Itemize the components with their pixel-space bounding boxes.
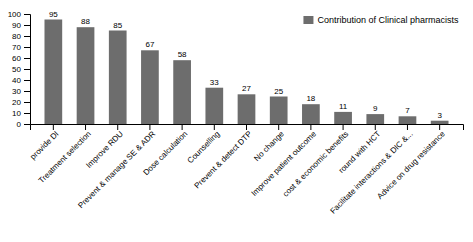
tick-label: Improve patient outcome <box>249 129 318 198</box>
tick: Counselling <box>186 124 222 165</box>
bar <box>77 27 95 124</box>
tick: cost & economic benefits <box>281 124 350 199</box>
tick-label: Prevent & detect DTP <box>193 129 254 190</box>
tick-mark <box>24 113 30 114</box>
tick-label: No change <box>252 129 286 163</box>
bar <box>205 88 223 124</box>
tick-label: cost & economic benefits <box>281 129 350 198</box>
data-label: 95 <box>49 10 58 19</box>
data-label: 9 <box>373 104 378 113</box>
tick: Improve patient outcome <box>249 124 318 198</box>
tick: 70 <box>12 43 30 52</box>
data-label: 85 <box>113 21 122 30</box>
tick-mark <box>24 25 30 26</box>
tick-mark <box>24 14 30 15</box>
data-label: 7 <box>405 106 410 115</box>
tick: 90 <box>12 21 30 30</box>
tick-label: 60 <box>12 54 21 63</box>
tick: 0 <box>17 120 30 129</box>
bar <box>109 31 127 125</box>
tick: 60 <box>12 54 30 63</box>
legend-label: Contribution of Clinical pharmacists <box>317 15 459 25</box>
tick-mark <box>24 36 30 37</box>
bar <box>141 50 159 124</box>
tick: Prevent & detect DTP <box>193 124 254 190</box>
bar <box>399 116 417 124</box>
tick-mark <box>24 47 30 48</box>
data-label: 3 <box>437 111 442 120</box>
chart: 0 10 20 30 40 50 60 70 80 90 100 provide DITreatmen… <box>0 0 473 242</box>
tick-label: 30 <box>12 87 21 96</box>
tick-mark <box>24 124 30 125</box>
tick-label: 90 <box>12 21 21 30</box>
data-label: 88 <box>81 17 90 26</box>
data-label: 11 <box>339 102 348 111</box>
tick: 80 <box>12 32 30 41</box>
bar <box>44 20 62 125</box>
data-label: 58 <box>178 50 187 59</box>
data-label: 67 <box>145 40 154 49</box>
bar <box>431 121 449 124</box>
tick-label: 100 <box>8 10 22 19</box>
plot: 0 10 20 30 40 50 60 70 80 90 100 provide DITreatmen… <box>8 10 464 216</box>
data-labels: 95 88 85 67 58 33 27 25 18 11 9 7 3 <box>49 10 443 120</box>
x-axis: provide DITreatment selectionImprove RDU… <box>28 124 463 216</box>
y-axis: 0 10 20 30 40 50 60 70 80 90 100 <box>8 10 31 129</box>
axis-line <box>24 15 31 125</box>
bar <box>334 112 352 124</box>
tick-label: 10 <box>12 109 21 118</box>
tick: No change <box>252 124 286 163</box>
tick-label: 70 <box>12 43 21 52</box>
legend-item: Contribution of Clinical pharmacists <box>303 15 459 25</box>
data-label: 18 <box>306 94 315 103</box>
tick: 50 <box>12 65 30 74</box>
tick: Dose calculation <box>141 124 189 177</box>
legend: Contribution of Clinical pharmacists <box>303 15 459 25</box>
tick-label: Dose calculation <box>141 129 189 177</box>
tick: Advice on drug resistance <box>375 124 447 201</box>
tick: 40 <box>12 76 30 85</box>
bar <box>366 114 384 124</box>
data-label: 33 <box>210 78 219 87</box>
data-label: 27 <box>242 84 251 93</box>
tick-mark <box>24 91 30 92</box>
tick-label: Advice on drug resistance <box>375 129 447 201</box>
tick-mark <box>24 102 30 103</box>
tick-label: 0 <box>17 120 22 129</box>
legend-swatch <box>303 16 313 24</box>
tick-label: 40 <box>12 76 21 85</box>
tick-mark <box>24 80 30 81</box>
tick: 10 <box>12 109 30 118</box>
tick-label: Treatment selection <box>37 129 93 185</box>
tick-mark <box>24 69 30 70</box>
bar <box>173 60 191 124</box>
data-label: 25 <box>274 87 283 96</box>
bars <box>44 20 448 125</box>
tick: 20 <box>12 98 30 107</box>
tick: Treatment selection <box>37 124 93 185</box>
tick-label: 80 <box>12 32 21 41</box>
tick: 30 <box>12 87 30 96</box>
tick: provide DI <box>28 124 60 162</box>
tick-mark <box>24 58 30 59</box>
tick-label: 20 <box>12 98 21 107</box>
tick-label: provide DI <box>28 129 60 161</box>
tick: 100 <box>8 10 30 19</box>
bar <box>238 94 256 124</box>
bar <box>270 97 288 125</box>
bar <box>302 104 320 124</box>
tick-label: 50 <box>12 65 21 74</box>
